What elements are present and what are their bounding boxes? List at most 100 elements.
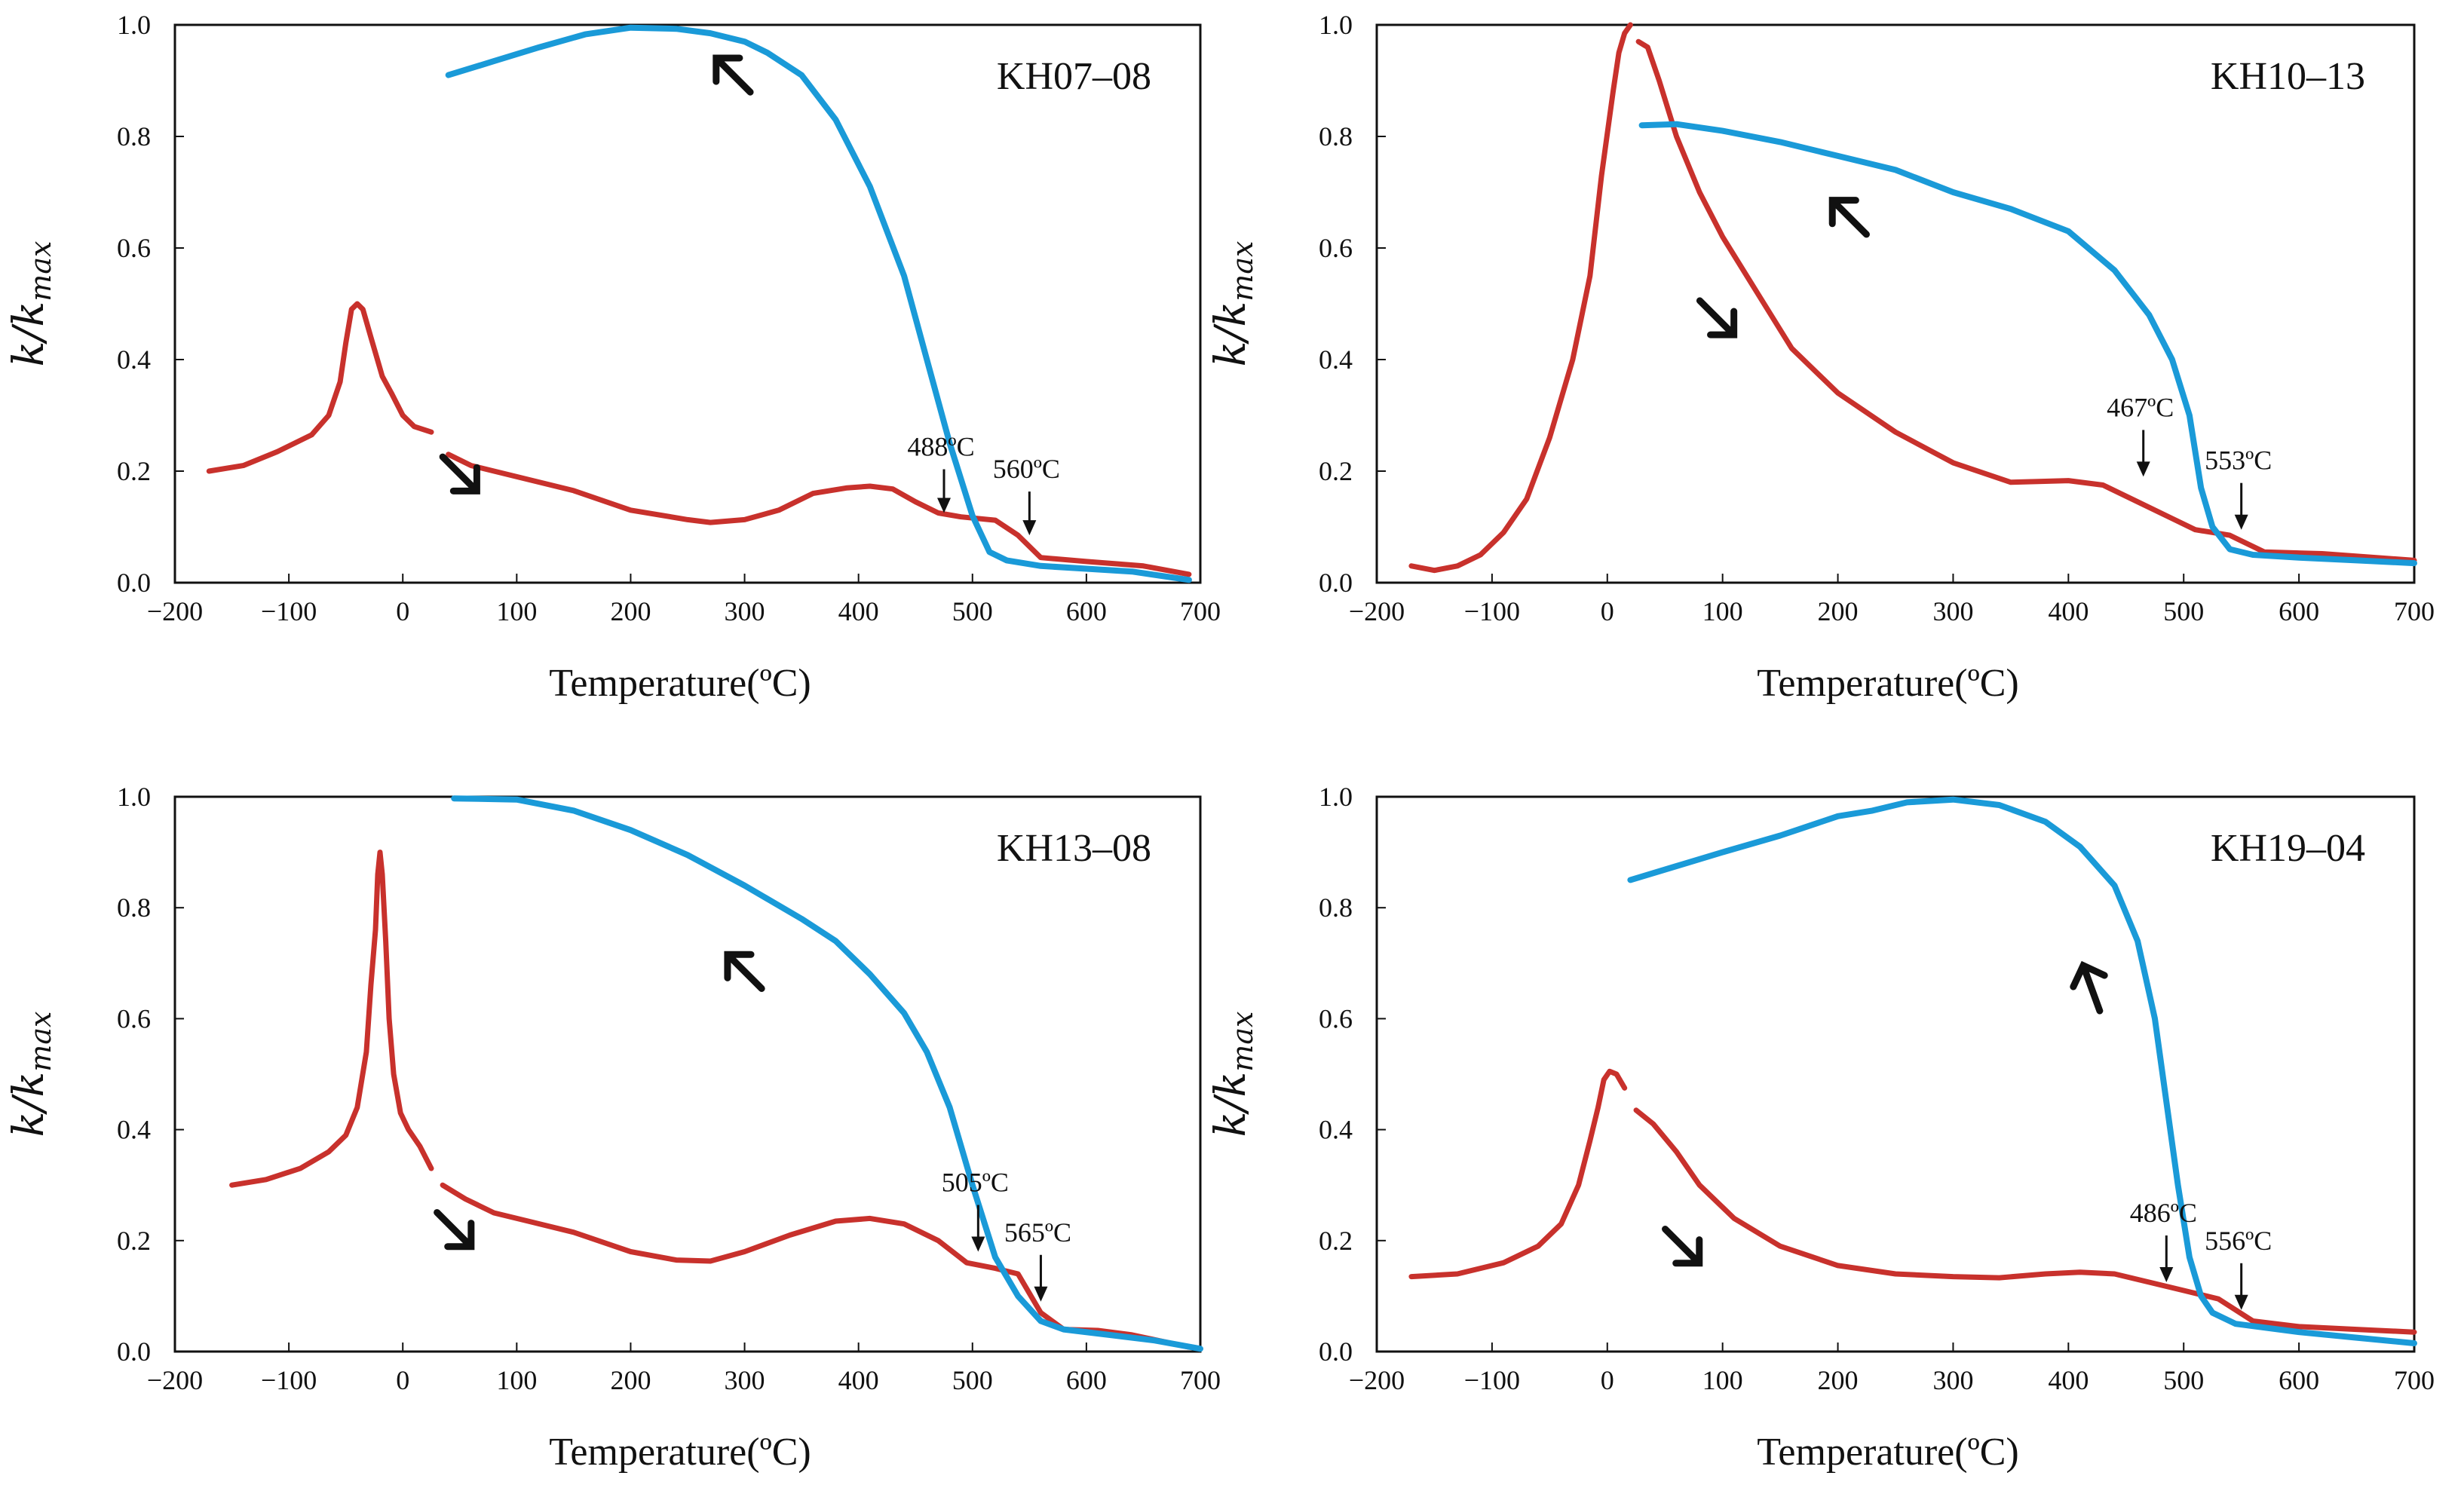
heating-curve-segment-2 bbox=[440, 1182, 1192, 1350]
x-tick-label: 0 bbox=[396, 596, 409, 626]
panel-3: −200 −100 0 100 200 300 400 500 600 700 0.0 0.2 0.4 0… bbox=[5, 782, 1221, 1474]
x-tick-label: 500 bbox=[952, 596, 993, 626]
direction-arrow-2 bbox=[1696, 297, 1738, 338]
x-tick-label: −200 bbox=[147, 596, 203, 626]
heating-curve-segment-2 bbox=[1633, 1107, 2417, 1335]
x-tick-label: 100 bbox=[496, 596, 537, 626]
x-tick-label: 300 bbox=[1932, 1365, 1973, 1395]
temperature-label: 505ºC bbox=[942, 1168, 1009, 1198]
y-tick-label: 0.6 bbox=[117, 233, 151, 263]
y-axis-title-k2: k bbox=[1206, 302, 1255, 327]
y-tick-label: 0.4 bbox=[1319, 344, 1353, 375]
direction-arrow-2 bbox=[1662, 1226, 1703, 1267]
heating-curve-segment-1 bbox=[206, 301, 434, 474]
y-axis-title-k: k bbox=[1206, 1112, 1255, 1137]
heating-curve-segment-2 bbox=[446, 452, 1192, 577]
x-tick-label: 400 bbox=[2048, 596, 2089, 626]
heating-curve-segment-2 bbox=[1635, 38, 2417, 563]
y-axis-title-sub: max bbox=[1226, 1012, 1259, 1072]
temperature-annotation-2: 565ºC bbox=[1004, 1217, 1071, 1302]
y-tick-label: 0.2 bbox=[1319, 1226, 1353, 1256]
direction-arrow-1 bbox=[713, 54, 754, 96]
y-axis-title-k: k bbox=[5, 341, 54, 367]
temperature-label: 560ºC bbox=[993, 454, 1060, 484]
x-tick-label: 200 bbox=[610, 1365, 651, 1395]
x-tick-label: 0 bbox=[1601, 596, 1614, 626]
temperature-label: 467ºC bbox=[2107, 392, 2174, 422]
x-tick-label: 500 bbox=[2163, 1365, 2204, 1395]
y-tick-label: 0.8 bbox=[1319, 121, 1353, 152]
y-tick-label: 1.0 bbox=[1319, 782, 1353, 812]
temperature-annotation-2: 560ºC bbox=[993, 454, 1060, 536]
temperature-annotation-1: 505ºC bbox=[942, 1168, 1009, 1252]
cooling-curve-segment-1 bbox=[1638, 121, 2417, 567]
temperature-label: 486ºC bbox=[2130, 1198, 2197, 1228]
x-tick-label: −200 bbox=[147, 1365, 203, 1395]
y-tick-label: 1.0 bbox=[117, 782, 151, 812]
x-tick-label: 300 bbox=[725, 596, 765, 626]
x-axis-title: Temperature(ºC) bbox=[1757, 1431, 2018, 1474]
x-tick-label: 600 bbox=[2279, 596, 2319, 626]
y-tick-label: 0.6 bbox=[117, 1003, 151, 1033]
plot-frame bbox=[1375, 795, 2416, 1353]
x-tick-label: 200 bbox=[1818, 596, 1859, 626]
temperature-label: 553ºC bbox=[2205, 445, 2272, 476]
x-tick-label: 200 bbox=[1818, 1365, 1859, 1395]
direction-arrow-2 bbox=[439, 453, 480, 494]
x-tick-label: 0 bbox=[1601, 1365, 1614, 1395]
y-axis-title: k/kmax bbox=[1206, 1012, 1259, 1137]
x-tick-label: 300 bbox=[725, 1365, 765, 1395]
y-axis-title: k/kmax bbox=[5, 241, 57, 367]
y-axis-title: k/kmax bbox=[5, 1012, 57, 1137]
y-tick-label: 0.0 bbox=[117, 1336, 151, 1367]
x-tick-label: 100 bbox=[1702, 596, 1743, 626]
y-axis-title: k/kmax bbox=[1206, 241, 1259, 367]
plot-frame bbox=[1375, 23, 2416, 584]
heating-curve-segment-1 bbox=[1408, 1068, 1628, 1280]
heating-curve-segment-1 bbox=[1408, 22, 1633, 574]
cooling-curve-segment-1 bbox=[451, 795, 1203, 1352]
panel-title: KH19–04 bbox=[2211, 827, 2365, 870]
panel-title: KH10–13 bbox=[2211, 55, 2365, 98]
y-tick-label: 0.2 bbox=[117, 1226, 151, 1256]
direction-arrow-2 bbox=[434, 1208, 475, 1251]
x-tick-label: −100 bbox=[1464, 596, 1520, 626]
y-tick-label: 0.6 bbox=[1319, 1003, 1353, 1033]
x-tick-label: 400 bbox=[2048, 1365, 2089, 1395]
y-tick-label: 1.0 bbox=[1319, 10, 1353, 40]
x-tick-label: 600 bbox=[1066, 596, 1107, 626]
y-tick-label: 0.8 bbox=[1319, 892, 1353, 923]
y-axis-title-k2: k bbox=[5, 1072, 54, 1098]
cooling-curve-segment-1 bbox=[1627, 796, 2417, 1346]
y-axis-title-sub: max bbox=[24, 241, 57, 302]
y-axis-title-sub: max bbox=[24, 1012, 57, 1072]
temperature-annotation-2: 556ºC bbox=[2205, 1226, 2272, 1310]
panel-title: KH13–08 bbox=[997, 827, 1151, 870]
x-tick-label: −100 bbox=[261, 596, 317, 626]
x-tick-label: 0 bbox=[396, 1365, 409, 1395]
x-tick-label: −100 bbox=[1464, 1365, 1520, 1395]
x-tick-label: −200 bbox=[1349, 596, 1405, 626]
y-tick-label: 0.0 bbox=[117, 568, 151, 598]
x-tick-label: 300 bbox=[1932, 596, 1973, 626]
temperature-annotation-1: 486ºC bbox=[2130, 1198, 2197, 1282]
y-tick-label: 0.4 bbox=[117, 344, 151, 375]
panel-1: −200 −100 0 100 200 300 400 500 600 700 0.0 0.2 0.4 0… bbox=[5, 10, 1221, 705]
y-tick-label: 0.0 bbox=[1319, 568, 1353, 598]
x-tick-label: 600 bbox=[1066, 1365, 1107, 1395]
temperature-annotation-2: 553ºC bbox=[2205, 445, 2272, 530]
plot-frame bbox=[173, 795, 1202, 1353]
y-tick-label: 1.0 bbox=[117, 10, 151, 40]
y-axis-title-k2: k bbox=[5, 302, 54, 327]
x-axis-title: Temperature(ºC) bbox=[549, 1431, 811, 1474]
temperature-label: 565ºC bbox=[1004, 1217, 1071, 1248]
y-tick-label: 0.4 bbox=[117, 1115, 151, 1145]
y-tick-label: 0.0 bbox=[1319, 1336, 1353, 1367]
x-tick-label: 100 bbox=[496, 1365, 537, 1395]
x-tick-label: 500 bbox=[952, 1365, 993, 1395]
x-tick-label: −100 bbox=[261, 1365, 317, 1395]
y-tick-label: 0.6 bbox=[1319, 233, 1353, 263]
y-tick-label: 0.8 bbox=[117, 892, 151, 923]
x-tick-label: 500 bbox=[2163, 596, 2204, 626]
